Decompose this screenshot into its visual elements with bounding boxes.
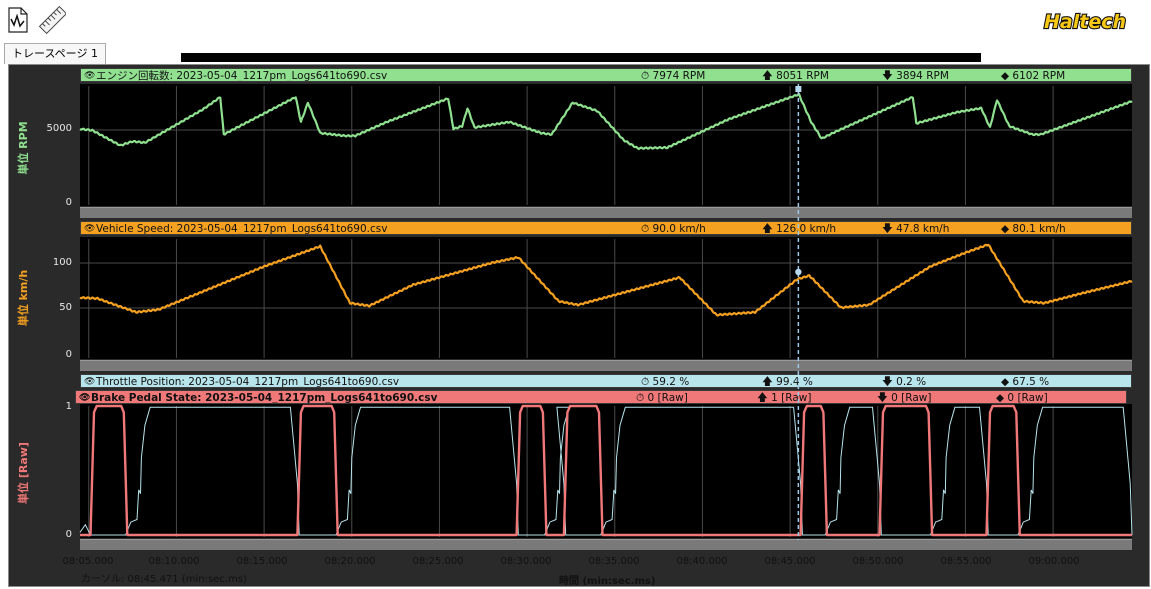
speed-trace-header[interactable]: 👁 Vehicle Speed: 2023-05-04_1217pm_Logs6… — [80, 221, 1132, 235]
throttle-cursor-value: ⏱ 59.2 % — [641, 376, 690, 388]
rpm-tick-0: 0 — [65, 197, 72, 208]
x-tick-label: 09:00.000 — [1028, 556, 1080, 567]
throttle-trace-title: Throttle Position: 2023-05-04_1217pm_Log… — [96, 376, 400, 388]
trace-tool-button[interactable] — [4, 6, 32, 34]
brake-max-value: 🡅 1 [Raw] — [757, 392, 812, 404]
rpm-plot-area[interactable] — [80, 84, 1132, 206]
svg-text:Haltech: Haltech — [1044, 11, 1126, 33]
haltech-logo: Haltech — [1043, 10, 1127, 34]
visibility-eye-icon[interactable]: 👁 — [84, 377, 96, 387]
throttle-trace-header[interactable]: 👁 Throttle Position: 2023-05-04_1217pm_L… — [80, 374, 1132, 388]
timeline-overview-bar[interactable] — [181, 53, 981, 62]
visibility-eye-icon[interactable]: 👁 — [84, 224, 96, 234]
throttle-brake-plot-area[interactable] — [80, 404, 1132, 538]
brake-trace-line — [80, 404, 1132, 537]
speed-tick-0: 0 — [65, 349, 72, 360]
ruler-tool-button[interactable] — [38, 5, 66, 35]
x-tick-label: 08:30.000 — [500, 556, 552, 567]
tab-trace-page-1[interactable]: トレースページ 1 — [4, 43, 106, 64]
speed-min-value: 🡇 47.8 km/h — [882, 223, 950, 235]
x-tick-label: 08:35.000 — [588, 556, 640, 567]
brake-cursor-value: ⏱ 0 [Raw] — [636, 392, 688, 404]
rpm-tick-5000: 5000 — [46, 123, 72, 134]
rpm-max-value: 🡅 8051 RPM — [762, 70, 829, 82]
toolbar: Haltech — [0, 0, 1151, 40]
x-tick-label: 08:45.000 — [764, 556, 816, 567]
speed-tick-100: 100 — [52, 257, 72, 268]
speed-cursor-value: ⏱ 90.0 km/h — [641, 223, 706, 235]
rpm-cursor-marker — [795, 86, 802, 92]
speed-scrollbar[interactable] — [80, 360, 1132, 371]
throttle-avg-value: ◆ 67.5 % — [1001, 376, 1050, 388]
trace-tool-icon — [8, 7, 28, 33]
x-tick-label: 08:10.000 — [148, 556, 200, 567]
x-axis-label: 時間 (min:sec.ms) — [559, 576, 656, 587]
rpm-avg-value: ◆ 6102 RPM — [1001, 70, 1066, 82]
x-tick-label: 08:20.000 — [324, 556, 376, 567]
bottom-scrollbar[interactable] — [80, 539, 1132, 550]
speed-tick-50: 50 — [59, 302, 72, 313]
rpm-trace-header[interactable]: 👁 エンジン回転数: 2023-05-04_1217pm_Logs641to69… — [80, 68, 1132, 82]
x-tick-label: 08:05.000 — [62, 556, 114, 567]
visibility-eye-icon[interactable]: 👁 — [79, 393, 91, 403]
brake-trace-title: Brake Pedal State: 2023-05-04_1217pm_Log… — [91, 392, 438, 404]
throttle-min-value: 🡇 0.2 % — [882, 376, 927, 388]
ruler-tool-icon — [38, 5, 66, 35]
speed-trace-title: Vehicle Speed: 2023-05-04_1217pm_Logs641… — [96, 223, 388, 235]
throttle-trace-line — [79, 406, 1133, 536]
speed-trace-line — [79, 243, 1133, 317]
speed-avg-value: ◆ 80.1 km/h — [1001, 223, 1066, 235]
x-tick-label: 08:25.000 — [412, 556, 464, 567]
throttle-max-value: 🡅 99.4 % — [762, 376, 813, 388]
brake-avg-value: ◆ 0 [Raw] — [996, 392, 1048, 404]
x-tick-label: 08:50.000 — [852, 556, 904, 567]
rpm-trace-line — [79, 92, 1133, 151]
visibility-eye-icon[interactable]: 👁 — [84, 71, 96, 81]
speed-cursor-marker — [795, 268, 802, 276]
tab-strip: トレースページ 1 — [0, 40, 1151, 64]
brake-min-value: 🡇 0 [Raw] — [877, 392, 932, 404]
rpm-trace-title: エンジン回転数: 2023-05-04_1217pm_Logs641to690.… — [96, 70, 388, 82]
x-tick-label: 08:55.000 — [940, 556, 992, 567]
rpm-scrollbar[interactable] — [80, 207, 1132, 218]
brake-tick-0: 0 — [65, 529, 72, 540]
rpm-cursor-value: ⏱ 7974 RPM — [641, 70, 706, 82]
brake-trace-header[interactable]: 👁 Brake Pedal State: 2023-05-04_1217pm_L… — [75, 390, 1127, 404]
speed-max-value: 🡅 126.0 km/h — [762, 223, 837, 235]
x-tick-label: 08:40.000 — [676, 556, 728, 567]
rpm-min-value: 🡇 3894 RPM — [882, 70, 949, 82]
brake-tick-1: 1 — [65, 401, 72, 412]
x-tick-label: 08:15.000 — [236, 556, 288, 567]
cursor-time-readout: カーソル: 08:45.471 (min:sec.ms) — [81, 574, 247, 585]
